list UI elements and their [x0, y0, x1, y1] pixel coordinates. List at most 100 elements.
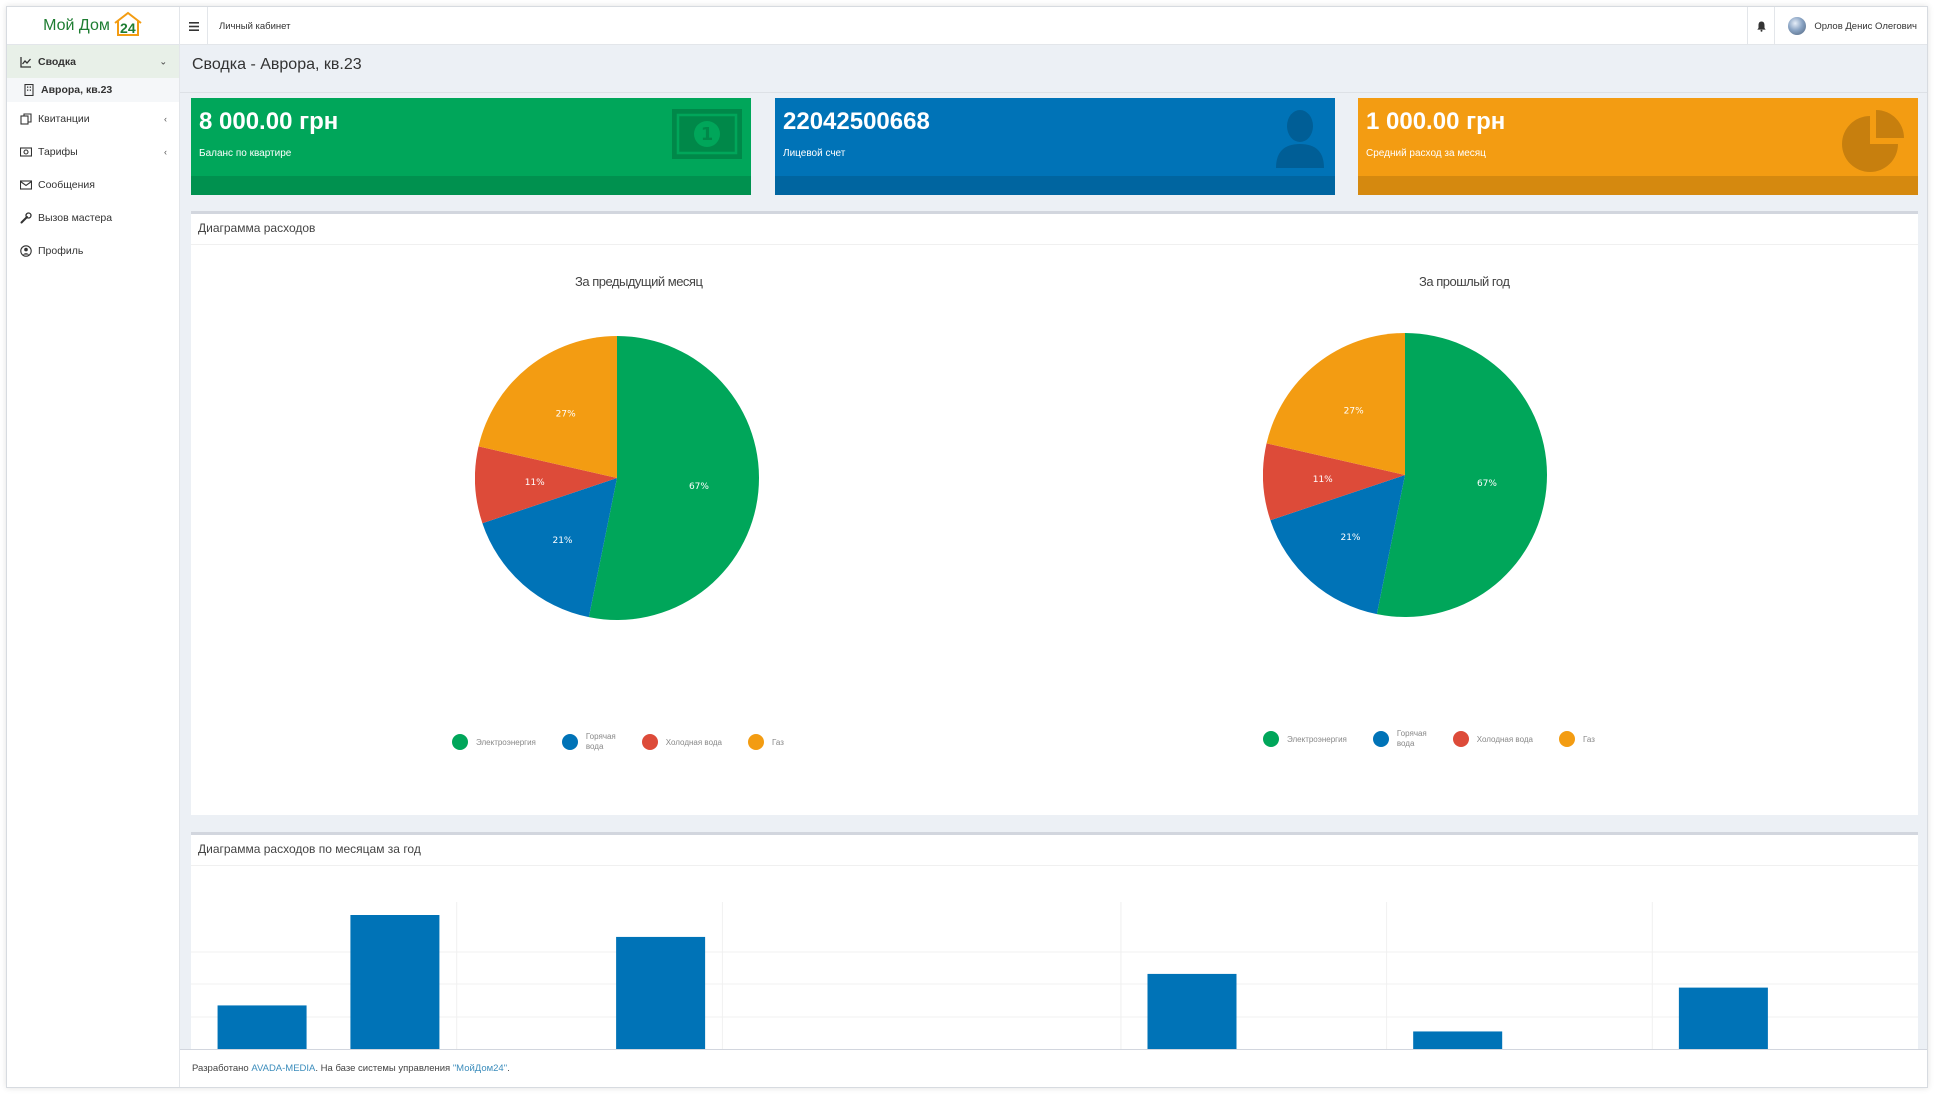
user-menu[interactable]: Орлов Денис Олегович: [1788, 7, 1917, 45]
sidebar-item-receipts[interactable]: Квитанции ‹: [7, 102, 179, 135]
notifications-button[interactable]: [1747, 7, 1775, 45]
legend-swatch: [1558, 731, 1575, 747]
legend-item[interactable]: Холодная вода: [1452, 731, 1533, 747]
sidebar-item-tariffs[interactable]: Тарифы ‹: [7, 135, 179, 168]
sidebar: Мой Дом 24 Сводка ⌄ Аврора, кв.23 Квитан…: [7, 7, 180, 1087]
legend-item[interactable]: Электроэнергия: [452, 734, 536, 750]
legend-item[interactable]: Электроэнергия: [1263, 731, 1347, 747]
pie-slice-label: 21%: [1340, 533, 1360, 543]
pie-slice[interactable]: [482, 478, 617, 618]
logo-text: Мой Дом: [43, 16, 110, 34]
pie-slice-label: 67%: [1477, 479, 1497, 489]
pie-chart-previous-month: 67% 21% 11% 27%: [475, 336, 759, 620]
pie-chart-icon: [1840, 108, 1910, 179]
chevron-left-icon: ‹: [164, 146, 167, 157]
legend-swatch: [1372, 731, 1389, 747]
pie-title: За предыдущий месяц: [575, 274, 703, 289]
legend-label: Горячая вода: [1397, 729, 1427, 749]
box-footer: [775, 176, 1335, 195]
pie-slice[interactable]: [1376, 333, 1547, 617]
legend-item[interactable]: Газ: [1558, 731, 1595, 747]
legend-label: Горячая вода: [586, 732, 616, 752]
pie-slice[interactable]: [475, 446, 617, 524]
legend-item[interactable]: Холодная вода: [641, 734, 722, 750]
legend-item[interactable]: Горячая вода: [1372, 729, 1427, 749]
monthly-bar-chart: [191, 902, 1918, 1076]
app-window: Мой Дом 24 Сводка ⌄ Аврора, кв.23 Квитан…: [6, 6, 1928, 1088]
pie-slice-label: 11%: [1313, 475, 1333, 485]
legend-swatch: [561, 734, 578, 750]
user-name: Орлов Денис Олегович: [1814, 20, 1917, 32]
legend-label: Холодная вода: [1476, 734, 1533, 744]
money-bill-icon: 1: [671, 108, 743, 165]
legend-label-line: вода: [1396, 739, 1415, 748]
legend-label: Холодная вода: [665, 737, 722, 747]
account-label: Лицевой счет: [783, 148, 846, 159]
legend-label-line: вода: [585, 742, 604, 751]
legend-item[interactable]: Горячая вода: [561, 732, 616, 752]
sidebar-item-profile[interactable]: Профиль: [7, 234, 179, 267]
pie-title: За прошлый год: [1419, 274, 1510, 289]
menu-toggle-button[interactable]: [180, 7, 208, 45]
pie-slice-label: 67%: [689, 482, 709, 492]
footer: Разработано AVADA-MEDIA. На базе системы…: [180, 1049, 1927, 1087]
panel-title: Диаграмма расходов: [191, 214, 1918, 245]
expenses-panel: Диаграмма расходов За предыдущий месяц 6…: [191, 211, 1918, 815]
pie-slice[interactable]: [1270, 475, 1405, 615]
legend-label: Газ: [771, 737, 784, 747]
pie-chart-last-year: 67% 21% 11% 27%: [1263, 333, 1547, 617]
system-link[interactable]: "МойДом24": [452, 1063, 508, 1074]
sidebar-menu: Сводка ⌄ Аврора, кв.23 Квитанции ‹ Тариф…: [7, 45, 179, 267]
pie-slice[interactable]: [478, 336, 617, 478]
developer-link[interactable]: AVADA-MEDIA: [251, 1063, 316, 1074]
balance-label: Баланс по квартире: [199, 148, 292, 159]
legend-swatch: [1263, 731, 1279, 747]
average-value: 1 000.00 грн: [1366, 108, 1506, 135]
house-icon: 24: [113, 11, 143, 37]
sidebar-item-summary[interactable]: Сводка ⌄: [7, 45, 179, 78]
footer-prefix: Разработано: [192, 1063, 252, 1074]
sidebar-item-label: Профиль: [38, 244, 84, 257]
svg-text:1: 1: [701, 124, 714, 145]
pie-slice[interactable]: [1266, 333, 1405, 475]
average-box: 1 000.00 грн Средний расход за месяц: [1358, 98, 1918, 195]
sidebar-item-apartment[interactable]: Аврора, кв.23: [7, 78, 179, 102]
page-header: Сводка - Аврора, кв.23: [180, 45, 1927, 93]
pie-slice[interactable]: [1263, 443, 1405, 521]
sidebar-item-master-call[interactable]: Вызов мастера: [7, 201, 179, 234]
footer-suffix: .: [507, 1063, 510, 1074]
sidebar-item-label: Сводка: [38, 55, 76, 68]
pie-slice-label: 21%: [552, 536, 572, 546]
sidebar-item-label: Тарифы: [38, 145, 78, 158]
legend-swatch: [452, 734, 468, 750]
topbar: Личный кабинет Орлов Денис Олегович: [180, 7, 1927, 45]
cabinet-title: Личный кабинет: [219, 21, 291, 32]
sidebar-item-label: Сообщения: [38, 178, 95, 191]
logo[interactable]: Мой Дом 24: [7, 7, 179, 45]
pie-slice-label: 27%: [1344, 407, 1364, 417]
chevron-left-icon: ‹: [164, 113, 167, 124]
legend-label-line: Горячая: [1396, 729, 1427, 738]
pie-slice[interactable]: [588, 336, 759, 620]
chevron-down-icon: ⌄: [159, 56, 167, 66]
sidebar-item-messages[interactable]: Сообщения: [7, 168, 179, 201]
footer-middle: . На базе системы управления: [315, 1063, 453, 1074]
logo-badge: 24: [120, 19, 136, 36]
hamburger-icon: [188, 21, 199, 31]
panel-title: Диаграмма расходов по месяцам за год: [191, 835, 1918, 866]
legend-label: Электроэнергия: [1287, 734, 1347, 744]
legend-label: Газ: [1582, 734, 1595, 744]
wrench-icon: [20, 211, 32, 224]
legend-item[interactable]: Газ: [747, 734, 784, 750]
balance-value: 8 000.00 грн: [199, 108, 339, 135]
avatar: [1788, 17, 1807, 35]
balance-box: 8 000.00 грн Баланс по квартире 1: [191, 98, 751, 195]
account-value: 22042500668: [783, 108, 930, 135]
legend-label-line: Горячая: [585, 732, 616, 741]
legend-swatch: [747, 734, 764, 750]
box-footer: [191, 176, 751, 195]
pie-legend: Электроэнергия Горячая вода Холодная вода…: [1263, 729, 1621, 749]
line-chart-icon: [20, 56, 32, 68]
user-icon: [1273, 108, 1327, 173]
envelope-icon: [20, 179, 32, 191]
